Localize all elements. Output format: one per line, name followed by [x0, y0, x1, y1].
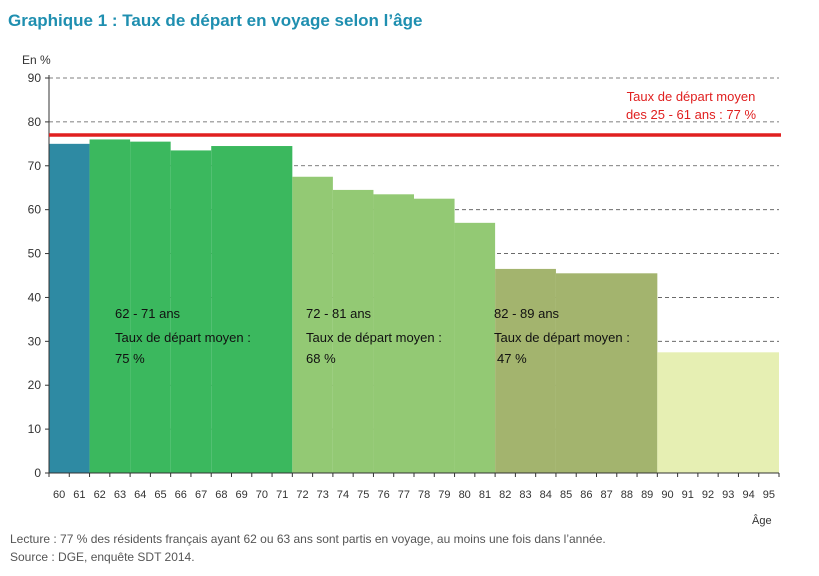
annotation-82-89-value: 47 % [497, 351, 527, 366]
footer-lecture: Lecture : 77 % des résidents français ay… [10, 532, 606, 546]
x-tick-label: 63 [114, 489, 126, 501]
x-tick-label: 95 [763, 489, 775, 501]
x-tick-label: 75 [357, 489, 369, 501]
bar-66-67 [170, 150, 212, 473]
x-tick-label: 72 [296, 489, 308, 501]
bar-76-77 [373, 194, 414, 474]
y-tick-label: 0 [34, 466, 41, 480]
bar-74-75 [332, 189, 374, 473]
x-tick-label: 78 [418, 489, 430, 501]
y-tick-label: 40 [28, 290, 42, 304]
annotation-62-71-value: 75 % [115, 351, 145, 366]
x-tick-label: 86 [580, 489, 592, 501]
y-tick-label: 50 [28, 247, 42, 261]
bar-82-84 [495, 268, 556, 473]
bar-85-89 [555, 273, 658, 473]
x-tick-label: 93 [722, 489, 734, 501]
x-tick-label: 67 [195, 489, 207, 501]
x-tick-label: 68 [215, 489, 227, 501]
chart-title: Graphique 1 : Taux de départ en voyage s… [8, 11, 422, 30]
x-tick-label: 92 [702, 489, 714, 501]
x-tick-label: 61 [73, 489, 85, 501]
annotation-62-71-label: Taux de départ moyen : [115, 330, 251, 345]
bar-64-65 [130, 141, 171, 473]
x-tick-label: 87 [601, 489, 613, 501]
x-tick-label: 60 [53, 489, 65, 501]
x-tick-label: 76 [377, 489, 389, 501]
x-axis-label: Âge [752, 514, 772, 527]
x-tick-label: 66 [175, 489, 187, 501]
annotation-72-81-label: Taux de départ moyen : [306, 330, 442, 345]
y-tick-label: 60 [28, 203, 42, 217]
x-tick-label: 71 [276, 489, 288, 501]
y-tick-label: 80 [28, 115, 42, 129]
bar-60-61 [49, 143, 90, 474]
x-tick-label: 90 [661, 489, 673, 501]
x-tick-label: 84 [540, 489, 552, 501]
bar-68-71 [211, 146, 293, 473]
x-tick-label: 88 [621, 489, 633, 501]
reference-label-line-1: Taux de départ moyen [627, 89, 756, 104]
y-tick-label: 20 [28, 378, 42, 392]
bar-78-79 [414, 198, 455, 473]
reference-label-line-2: des 25 - 61 ans : 77 % [626, 107, 757, 122]
bar-62-63 [89, 139, 131, 473]
x-tick-label: 83 [519, 489, 531, 501]
y-axis-label: En % [22, 53, 51, 67]
x-tick-label: 91 [682, 489, 694, 501]
bar-80-81 [454, 222, 496, 473]
x-tick-label: 81 [479, 489, 491, 501]
y-tick-label: 10 [28, 422, 42, 436]
x-tick-label: 74 [337, 489, 349, 501]
x-tick-label: 85 [560, 489, 572, 501]
annotation-72-81-value: 68 % [306, 351, 336, 366]
y-tick-label: 70 [28, 159, 42, 173]
x-tick-label: 65 [154, 489, 166, 501]
x-tick-label: 82 [499, 489, 511, 501]
x-tick-label: 94 [742, 489, 754, 501]
annotation-82-89-label: Taux de départ moyen : [494, 330, 630, 345]
x-tick-label: 70 [256, 489, 268, 501]
x-tick-label: 89 [641, 489, 653, 501]
x-tick-label: 79 [438, 489, 450, 501]
x-tick-label: 64 [134, 489, 146, 501]
x-tick-label: 77 [398, 489, 410, 501]
x-tick-label: 69 [236, 489, 248, 501]
bar-72-73 [292, 176, 333, 473]
footer-source: Source : DGE, enquête SDT 2014. [10, 550, 195, 564]
bar-90-95 [657, 352, 779, 473]
x-tick-label: 80 [459, 489, 471, 501]
annotation-62-71-range: 62 - 71 ans [115, 306, 181, 321]
y-tick-label: 90 [28, 71, 42, 85]
annotation-72-81-range: 72 - 81 ans [306, 306, 372, 321]
annotation-82-89-range: 82 - 89 ans [494, 306, 560, 321]
y-tick-label: 30 [28, 334, 42, 348]
x-tick-label: 73 [317, 489, 329, 501]
x-tick-label: 62 [94, 489, 106, 501]
